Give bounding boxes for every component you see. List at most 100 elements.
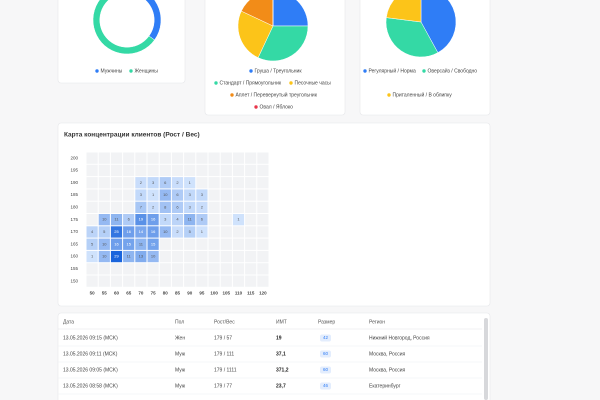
empty-cell — [257, 177, 269, 189]
empty-cell — [245, 177, 257, 189]
table-cell: Москва, Россия — [369, 367, 406, 373]
cell-value: 2 — [201, 204, 204, 209]
heat-cell — [135, 226, 147, 238]
empty-cell — [257, 201, 269, 213]
empty-cell — [184, 275, 196, 287]
legend-label: Песочные часы — [295, 80, 332, 86]
empty-cell — [123, 152, 135, 164]
empty-cell — [184, 164, 196, 177]
empty-cell — [245, 164, 257, 177]
cell-value: 6 — [128, 217, 131, 222]
heat-cell — [123, 214, 135, 226]
empty-cell — [220, 238, 232, 250]
cell-value: 11 — [114, 217, 119, 222]
cell-value: 7 — [140, 204, 143, 209]
pie-slice — [257, 25, 309, 62]
y-tick-label: 160 — [70, 254, 78, 259]
pie-slice — [237, 10, 274, 59]
x-tick-label: 50 — [90, 290, 96, 295]
heat-cell — [171, 201, 184, 213]
heat-cell — [135, 250, 147, 263]
cell-value: 10 — [163, 192, 168, 197]
cell-value: 10 — [102, 217, 107, 222]
heat-cell — [196, 189, 208, 201]
table-header: Пол — [175, 319, 184, 325]
heat-cell — [110, 214, 123, 226]
empty-cell — [123, 189, 135, 201]
empty-cell — [208, 201, 220, 213]
table-cell: 60 — [323, 367, 329, 372]
cell-value: 14 — [139, 229, 144, 234]
empty-cell — [220, 164, 232, 177]
empty-cell — [257, 250, 269, 263]
x-tick-label: 70 — [138, 290, 144, 295]
empty-cell — [86, 214, 98, 226]
heat-cell — [159, 189, 171, 201]
y-tick-label: 180 — [70, 205, 78, 210]
empty-cell — [208, 238, 220, 250]
empty-cell — [135, 275, 147, 287]
table-cell: 37,1 — [276, 351, 286, 357]
table-cell: 60 — [323, 351, 329, 356]
empty-cell — [232, 189, 245, 201]
empty-cell — [232, 152, 245, 164]
cell-value: 2 — [140, 180, 143, 185]
y-tick-label: 195 — [70, 168, 78, 173]
heat-cell — [135, 238, 147, 250]
x-tick-label: 85 — [175, 290, 181, 295]
empty-cell — [220, 263, 232, 275]
cell-value: 2 — [176, 229, 179, 234]
x-tick-label: 55 — [102, 290, 108, 295]
size-badge — [320, 382, 331, 390]
table-cell: 23,7 — [276, 383, 286, 389]
heat-cell — [171, 226, 184, 238]
empty-cell — [86, 189, 98, 201]
empty-cell — [208, 177, 220, 189]
empty-cell — [159, 263, 171, 275]
y-tick-label: 190 — [70, 180, 78, 185]
heat-cell — [98, 238, 110, 250]
empty-cell — [159, 164, 171, 177]
cell-value: 3 — [201, 192, 204, 197]
heat-cell — [184, 189, 196, 201]
y-tick-label: 165 — [70, 241, 78, 246]
cell-value: 6 — [176, 192, 179, 197]
size-badge — [320, 350, 331, 358]
cell-value: 10 — [163, 229, 168, 234]
empty-cell — [110, 275, 123, 287]
table-header: Регион — [369, 319, 385, 325]
empty-cell — [86, 152, 98, 164]
empty-cell — [98, 189, 110, 201]
x-tick-label: 120 — [259, 290, 267, 295]
cell-value: 3 — [189, 192, 192, 197]
empty-cell — [220, 275, 232, 287]
empty-cell — [123, 177, 135, 189]
empty-cell — [208, 263, 220, 275]
legend-dot — [422, 69, 426, 73]
empty-cell — [232, 250, 245, 263]
cell-value: 10 — [151, 254, 156, 259]
empty-cell — [220, 226, 232, 238]
empty-cell — [232, 275, 245, 287]
empty-cell — [171, 263, 184, 275]
table-cell: Муж — [175, 367, 186, 373]
x-tick-label: 100 — [210, 290, 218, 295]
cell-value: 1 — [189, 180, 192, 185]
empty-cell — [110, 152, 123, 164]
empty-cell — [220, 189, 232, 201]
empty-cell — [147, 164, 159, 177]
scrollbar[interactable] — [484, 318, 488, 400]
legend-dot — [95, 69, 99, 73]
pie-slice — [92, 0, 155, 55]
empty-cell — [232, 201, 245, 213]
table-cell: 179 / 1111 — [214, 367, 237, 373]
cell-value: 1 — [91, 254, 94, 259]
empty-cell — [171, 152, 184, 164]
y-tick-label: 185 — [70, 192, 78, 197]
empty-cell — [184, 263, 196, 275]
empty-cell — [171, 250, 184, 263]
heat-cell — [147, 250, 159, 263]
empty-cell — [159, 152, 171, 164]
empty-cell — [245, 238, 257, 250]
heat-cell — [184, 226, 196, 238]
